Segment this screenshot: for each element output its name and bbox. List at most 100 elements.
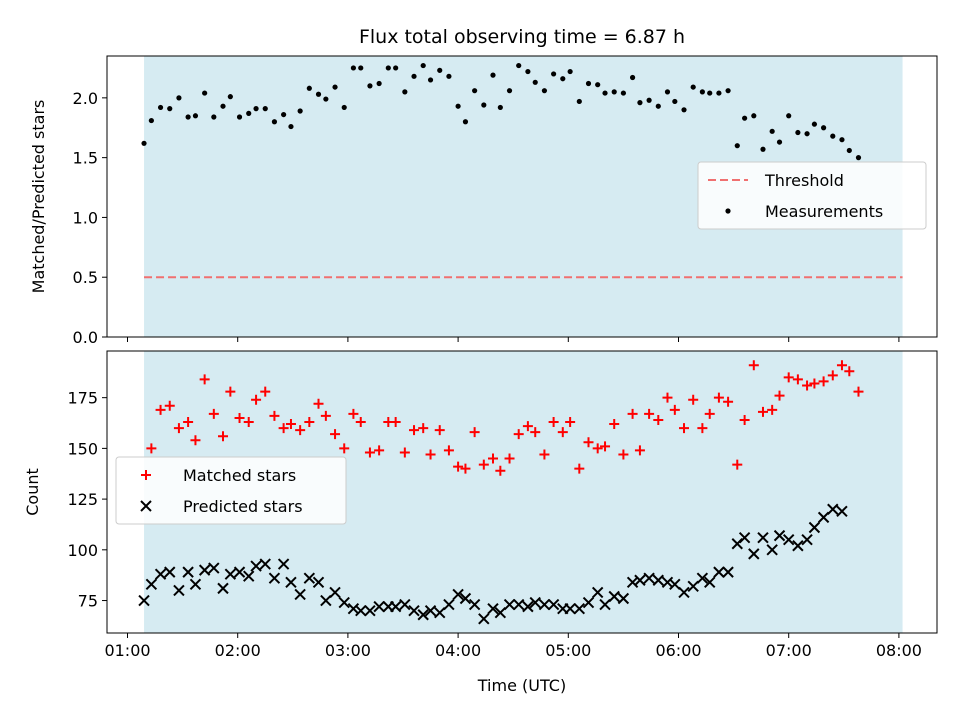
predicted-star-point	[452, 588, 464, 601]
legend-label: Measurements	[765, 202, 883, 221]
measurement-point	[541, 88, 548, 94]
measurement-point	[804, 131, 810, 137]
legend-label: Threshold	[764, 171, 844, 190]
measurement-point	[830, 133, 836, 139]
matched-star-point	[320, 410, 331, 421]
measurement-point	[532, 79, 538, 85]
measurement-point	[629, 74, 636, 81]
matched-star-point	[513, 429, 524, 440]
measurement-point	[332, 84, 338, 90]
matched-star-point	[704, 408, 715, 419]
measurement-point	[262, 106, 268, 112]
measurement-point	[271, 119, 278, 125]
matched-star-point	[374, 445, 385, 456]
predicted-star-point	[678, 586, 690, 599]
matched-star-point	[583, 437, 594, 448]
matched-star-point	[662, 392, 673, 403]
predicted-star-point	[487, 602, 499, 615]
measurement-point	[157, 104, 164, 111]
measurement-point	[341, 104, 347, 111]
measurement-point	[769, 128, 775, 134]
measurement-point	[497, 104, 503, 111]
measurement-point	[315, 91, 322, 97]
predicted-star-point	[722, 566, 734, 578]
predicted-star-point	[573, 602, 586, 615]
y-tick-label: 0.5	[73, 268, 98, 287]
measurement-point	[602, 90, 608, 96]
predicted-star-point	[285, 576, 297, 588]
predicted-star-point	[478, 613, 490, 625]
predicted-star-point	[138, 594, 150, 607]
matched-star-point	[809, 378, 820, 389]
predicted-star-point	[250, 560, 262, 572]
predicted-star-point	[591, 586, 604, 599]
measurement-point	[820, 125, 827, 131]
matched-star-point	[592, 443, 603, 454]
predicted-star-point	[424, 604, 437, 617]
matched-star-point	[530, 427, 541, 438]
predicted-star-point	[399, 598, 411, 611]
predicted-star-point	[748, 548, 760, 560]
matched-star-point	[155, 404, 166, 415]
matched-star-point	[173, 423, 184, 434]
matched-star-point	[208, 408, 219, 419]
matched-star-point	[504, 453, 515, 464]
predicted-star-point	[294, 588, 306, 601]
measurement-point	[490, 72, 496, 78]
measurement-point	[846, 147, 852, 154]
measurement-point	[358, 65, 364, 71]
matched-star-point	[557, 427, 568, 438]
measurement-point	[560, 76, 566, 82]
matched-star-point	[539, 449, 550, 460]
matched-star-point	[469, 427, 480, 438]
predicted-star-point	[277, 558, 290, 570]
measurement-point	[839, 137, 845, 143]
chart-title: Flux total observing time = 6.87 h	[359, 26, 685, 48]
matched-star-point	[355, 417, 366, 428]
predicted-star-point	[766, 544, 778, 556]
count-panel: 75 100 125 150 175 01:00 02:00 03:00 04:00 05:00 0…	[23, 350, 938, 660]
x-tick-label: 08:00	[876, 641, 922, 660]
measurement-point	[716, 90, 722, 96]
predicted-star-point	[538, 598, 551, 611]
measurement-point	[751, 113, 757, 119]
matched-star-point	[183, 417, 194, 428]
predicted-star-point	[312, 576, 325, 588]
measurement-point	[148, 117, 154, 124]
matched-star-point	[732, 459, 743, 470]
measurement-point	[202, 90, 208, 96]
predicted-star-point	[145, 578, 158, 591]
y-axis-label: Count	[23, 468, 42, 516]
matched-star-point	[783, 372, 794, 383]
predicted-star-point	[782, 533, 795, 546]
legend-label: Matched stars	[183, 466, 296, 485]
measurement-point	[734, 143, 740, 149]
predicted-star-point	[738, 531, 751, 544]
matched-star-point	[767, 404, 778, 415]
predicted-star-point	[198, 564, 211, 576]
y-tick-label: 100	[67, 541, 98, 560]
predicted-star-point	[792, 540, 804, 552]
measurement-point	[281, 111, 287, 118]
measurement-point	[323, 96, 329, 102]
predicted-star-point	[355, 604, 367, 617]
matched-star-point	[634, 445, 645, 456]
matched-star-point	[364, 447, 375, 458]
matched-star-point	[748, 360, 759, 371]
matched-star-point	[399, 447, 410, 458]
matched-star-point	[697, 423, 708, 434]
matched-star-point	[644, 408, 655, 419]
predicted-star-point	[338, 596, 350, 609]
legend-label: Predicted stars	[183, 497, 303, 516]
matched-star-point	[225, 386, 236, 397]
x-axis-label: Time (UTC)	[477, 676, 566, 695]
predicted-star-point	[164, 566, 176, 578]
matched-star-point	[827, 370, 838, 381]
predicted-star-point	[696, 572, 709, 584]
y-tick-label: 75	[78, 592, 98, 611]
measurement-point	[220, 103, 226, 109]
matched-star-point	[679, 423, 690, 434]
matched-star-point	[600, 441, 611, 452]
matched-star-point	[609, 419, 620, 430]
predicted-star-point	[513, 598, 525, 611]
